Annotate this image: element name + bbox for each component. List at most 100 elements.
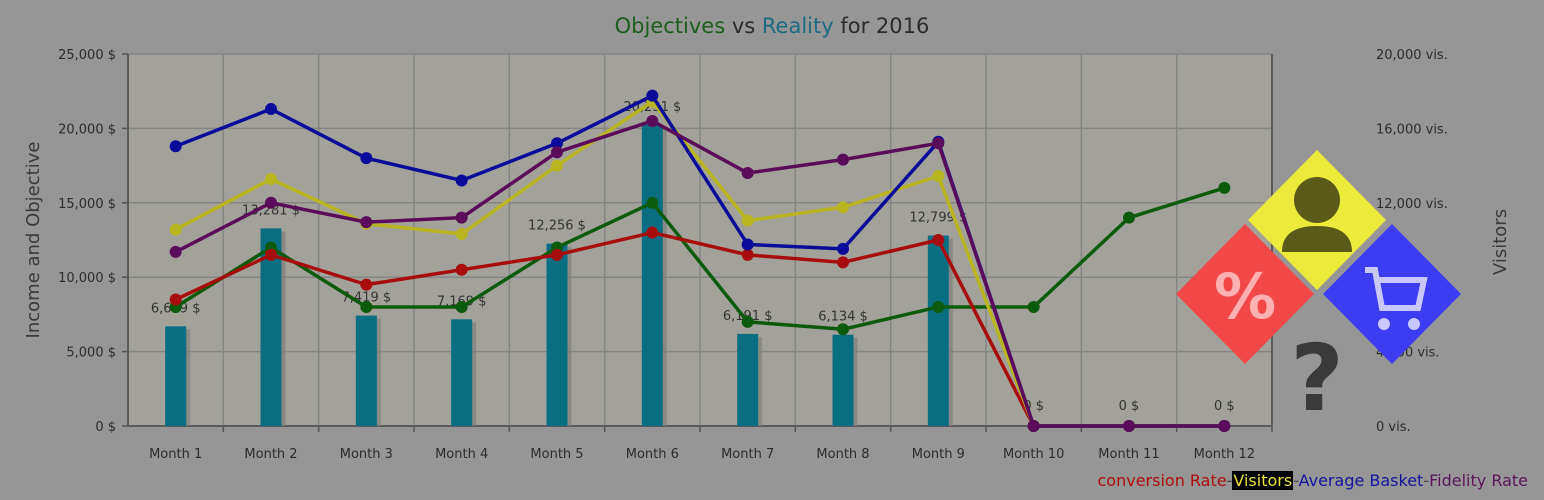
legend-item-visitors: Visitors: [1232, 471, 1294, 490]
y2-tick-label: 0 vis.: [1376, 420, 1411, 435]
series-point-average-basket: [169, 140, 182, 153]
legend-separator: -: [1293, 471, 1299, 490]
x-tick-label: Month 8: [816, 447, 869, 462]
series-point-visitors: [265, 172, 277, 185]
series-point-conversion-rate: [837, 256, 849, 269]
series-point-visitors: [455, 228, 468, 241]
y2-tick-label: 16,000 vis.: [1376, 122, 1448, 137]
series-point-objective: [1218, 181, 1231, 194]
series-point-objective: [932, 300, 945, 313]
app-logo-icon: % ?: [1176, 150, 1461, 418]
y-tick-label: 10,000 $: [58, 271, 116, 286]
series-point-conversion-rate: [551, 248, 563, 261]
x-tick-label: Month 4: [435, 447, 488, 462]
y-tick-label: 20,000 $: [58, 122, 116, 137]
income-bar: [165, 326, 187, 426]
legend: conversion Rate-Visitors-Average Basket-…: [1097, 471, 1528, 490]
bar-data-label: 7,419 $: [342, 291, 392, 306]
series-point-average-basket: [551, 137, 563, 150]
series-point-objective: [1027, 300, 1040, 313]
x-tick-label: Month 7: [721, 447, 774, 462]
title-reality: Reality: [761, 14, 834, 38]
series-point-fidelity-rate: [741, 167, 754, 180]
legend-separator: -: [1423, 471, 1430, 490]
series-point-objective: [741, 315, 754, 328]
income-bar: [832, 334, 854, 426]
title-objectives: Objectives: [614, 14, 726, 38]
title-year: for 2016: [833, 14, 930, 38]
series-point-fidelity-rate: [932, 137, 945, 150]
income-bar: [927, 235, 949, 426]
series-point-conversion-rate: [360, 278, 373, 291]
series-point-conversion-rate: [646, 226, 659, 239]
series-point-average-basket: [360, 152, 373, 165]
x-tick-label: Month 1: [149, 447, 202, 462]
legend-item-fidelity-rate: Fidelity Rate: [1429, 471, 1528, 490]
svg-text:%: %: [1214, 260, 1276, 333]
series-point-fidelity-rate: [169, 245, 182, 258]
y2-tick-label: 12,000 vis.: [1376, 197, 1448, 212]
bar-data-label: 12,256 $: [528, 219, 586, 234]
series-point-objective: [646, 196, 659, 209]
y-tick-label: 5,000 $: [66, 346, 116, 361]
legend-item-conversion-rate: conversion Rate: [1097, 471, 1227, 490]
series-point-fidelity-rate: [1027, 420, 1040, 432]
y2-tick-label: 20,000 vis.: [1376, 48, 1448, 63]
series-point-objective: [455, 300, 468, 313]
bar-data-label: 0 $: [1214, 399, 1235, 414]
x-tick-label: Month 11: [1098, 447, 1159, 462]
x-tick-label: Month 6: [626, 447, 679, 462]
bar-data-label: 12,799 $: [909, 211, 967, 226]
series-point-average-basket: [265, 103, 277, 116]
title-vs: vs: [725, 14, 762, 38]
income-bar: [737, 333, 759, 426]
x-tick-label: Month 12: [1194, 447, 1255, 462]
series-point-average-basket: [455, 174, 468, 187]
series-point-fidelity-rate: [360, 216, 373, 229]
svg-text:?: ?: [1290, 325, 1343, 418]
chart-title: Objectives vs Reality for 2016: [0, 14, 1544, 38]
income-bar: [260, 228, 282, 426]
bar-data-label: 0 $: [1119, 399, 1140, 414]
series-point-conversion-rate: [265, 248, 277, 261]
series-point-fidelity-rate: [1218, 420, 1231, 432]
series-point-conversion-rate: [455, 263, 468, 276]
series-point-conversion-rate: [169, 293, 182, 306]
series-point-visitors: [837, 201, 849, 214]
y2-axis-title: Visitors: [1490, 209, 1511, 275]
series-line-objective: [174, 186, 1225, 332]
series-point-average-basket: [646, 89, 659, 102]
series-point-fidelity-rate: [646, 114, 659, 127]
x-tick-label: Month 2: [244, 447, 297, 462]
series-point-fidelity-rate: [837, 153, 849, 166]
series-point-conversion-rate: [741, 248, 754, 261]
y-axis-title: Income and Objective: [23, 142, 44, 339]
series-point-average-basket: [741, 238, 754, 251]
x-tick-label: Month 5: [530, 447, 583, 462]
series-point-visitors: [741, 214, 754, 227]
legend-item-average-basket: Average Basket: [1298, 471, 1424, 490]
legend-separator: -: [1226, 471, 1233, 490]
x-tick-label: Month 3: [340, 447, 393, 462]
series-point-objective: [1123, 211, 1135, 224]
income-bar: [641, 124, 663, 427]
series-point-objective: [360, 300, 373, 313]
series-point-visitors: [551, 159, 563, 172]
y-tick-label: 0 $: [95, 420, 116, 435]
x-tick-label: Month 9: [912, 447, 965, 462]
series-point-fidelity-rate: [265, 196, 277, 209]
series-point-visitors: [169, 223, 182, 236]
bar-data-label: 6,134 $: [818, 310, 868, 325]
series-point-fidelity-rate: [1123, 420, 1135, 432]
series-point-visitors: [932, 170, 945, 183]
x-tick-label: Month 10: [1003, 447, 1064, 462]
y-tick-label: 25,000 $: [58, 48, 116, 63]
income-bar: [451, 319, 473, 426]
y-tick-label: 15,000 $: [58, 197, 116, 212]
series-point-objective: [837, 323, 849, 336]
income-bar: [546, 243, 568, 426]
series-point-fidelity-rate: [455, 211, 468, 224]
series-point-fidelity-rate: [551, 146, 563, 159]
series-point-average-basket: [837, 242, 849, 255]
